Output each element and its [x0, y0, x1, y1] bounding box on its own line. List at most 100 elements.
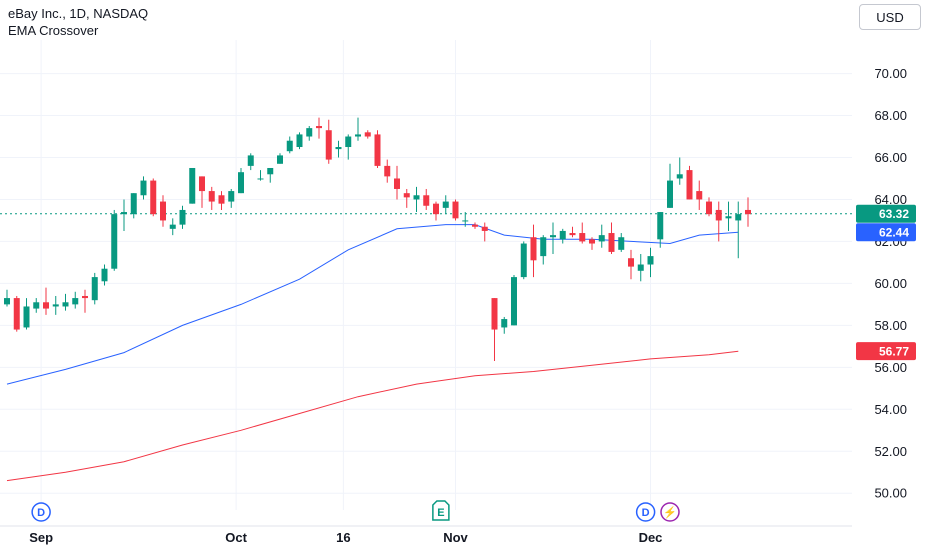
ema-lines	[6, 224, 739, 482]
candle-body	[384, 165, 391, 177]
split-event-icon[interactable]: ⚡	[660, 502, 680, 522]
y-tick-label: 50.00	[874, 486, 907, 501]
ema-value-label-text: 62.44	[879, 226, 909, 240]
candle-body	[686, 170, 693, 200]
candle	[277, 153, 283, 164]
candle-body	[43, 302, 49, 309]
candle	[481, 222, 488, 242]
candle	[676, 157, 683, 185]
candle-body	[72, 298, 79, 305]
candle-body	[296, 134, 303, 148]
candle-body	[608, 233, 615, 252]
candle-body	[23, 306, 30, 328]
candle	[540, 235, 547, 265]
candle	[559, 228, 566, 244]
candle-body	[452, 201, 459, 219]
y-tick-label: 58.00	[874, 318, 907, 333]
candle-body	[111, 214, 118, 269]
candle	[228, 188, 235, 208]
candle	[706, 197, 712, 217]
candle-body	[257, 178, 264, 180]
candle	[238, 167, 244, 194]
grid-lines	[0, 40, 852, 510]
candle-body	[355, 134, 361, 137]
event-markers: D E D ⚡	[31, 500, 680, 522]
candle	[686, 165, 693, 200]
indicator-name[interactable]: EMA Crossover	[8, 23, 99, 38]
candle	[130, 193, 137, 219]
candle-body	[501, 319, 508, 328]
candle-body	[218, 195, 225, 204]
candle-body	[52, 304, 59, 307]
candle-body	[423, 195, 430, 206]
candle	[374, 130, 381, 168]
candle	[72, 291, 79, 309]
candle	[257, 170, 264, 181]
x-tick-label: Oct	[225, 530, 247, 545]
event-badge	[635, 502, 656, 522]
candle	[179, 205, 186, 229]
candle-body	[267, 167, 274, 175]
candle	[530, 224, 537, 278]
ema-value-label-text: 56.77	[879, 345, 909, 359]
candle-body	[589, 239, 595, 244]
candle	[394, 165, 400, 200]
candle	[316, 117, 322, 139]
candle	[355, 117, 361, 141]
ema-line	[6, 224, 739, 385]
candle	[637, 254, 644, 282]
candle-body	[511, 277, 517, 326]
candle-body	[345, 136, 352, 148]
dividend-event-icon[interactable]: D	[31, 502, 51, 522]
candle-body	[725, 216, 732, 219]
ema-value-label: 56.77	[856, 342, 916, 361]
dividend-event-icon[interactable]: D	[635, 502, 656, 522]
candle-body	[199, 176, 205, 192]
candle	[442, 195, 449, 215]
event-symbol: D	[37, 507, 45, 519]
candle	[452, 199, 459, 221]
candle	[23, 298, 30, 330]
currency-button[interactable]: USD	[859, 4, 921, 30]
candle	[589, 237, 595, 250]
candle-body	[579, 233, 586, 242]
candle-body	[413, 195, 420, 200]
y-tick-label: 68.00	[874, 108, 907, 123]
candle-body	[657, 212, 664, 240]
candle-body	[667, 180, 673, 208]
candle-body	[550, 235, 556, 238]
candle-body	[130, 193, 137, 215]
candle	[43, 287, 49, 315]
candle	[403, 188, 410, 208]
candle-body	[82, 295, 88, 299]
candle-body	[481, 226, 488, 231]
candle	[325, 119, 332, 164]
candle	[696, 180, 703, 210]
price-axis: 50.0052.0054.0056.0058.0060.0062.0064.00…	[874, 66, 907, 501]
candle-body	[374, 134, 381, 166]
candle-body	[140, 180, 147, 196]
candle	[306, 126, 313, 141]
candle	[101, 264, 108, 286]
event-symbol: E	[437, 507, 444, 519]
last-price-label-bg	[856, 204, 916, 223]
last-price-label-text: 63.32	[879, 207, 909, 221]
candle	[384, 159, 391, 183]
candle-body	[325, 130, 332, 160]
candle-body	[247, 155, 254, 166]
event-symbol: ⚡	[663, 506, 677, 519]
candle	[647, 247, 654, 278]
candle	[745, 197, 751, 227]
time-axis: Sep Oct 16 Nov Dec	[0, 525, 852, 545]
last-price-label: 63.32	[856, 204, 916, 223]
earnings-event-icon[interactable]: E	[432, 500, 450, 521]
candle-body	[715, 209, 722, 221]
candle	[364, 130, 371, 139]
candle-body	[745, 209, 751, 215]
candle	[150, 178, 157, 217]
candle	[657, 212, 664, 248]
candle-body	[598, 235, 605, 242]
candle	[91, 272, 98, 305]
candle-body	[394, 178, 400, 189]
